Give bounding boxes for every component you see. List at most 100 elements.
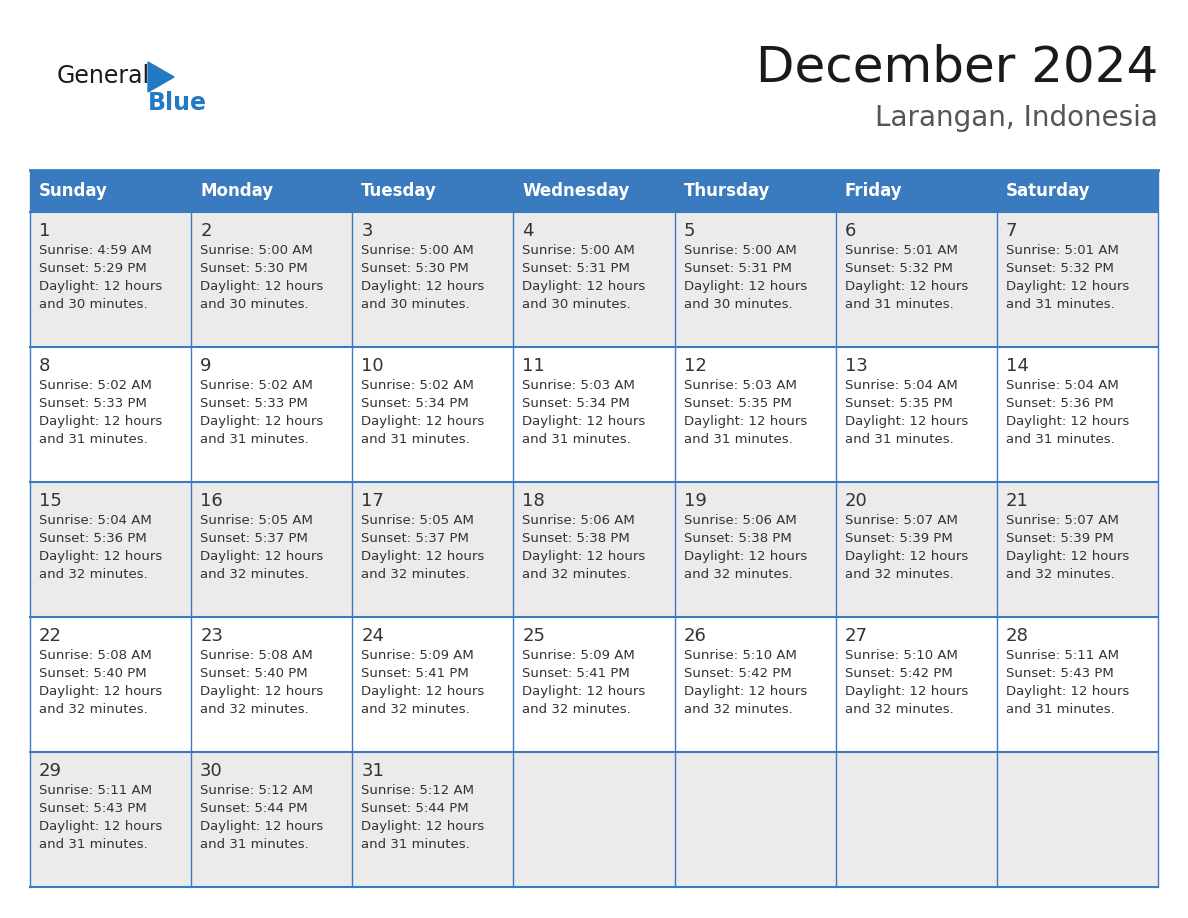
Text: Sunrise: 5:00 AM: Sunrise: 5:00 AM	[683, 244, 796, 257]
Text: 28: 28	[1006, 627, 1029, 645]
Text: Daylight: 12 hours: Daylight: 12 hours	[39, 550, 163, 563]
Text: Sunrise: 5:07 AM: Sunrise: 5:07 AM	[1006, 514, 1119, 527]
Text: Sunset: 5:35 PM: Sunset: 5:35 PM	[845, 397, 953, 410]
Bar	[675, 212, 835, 347]
Bar	[835, 482, 997, 617]
Text: Daylight: 12 hours: Daylight: 12 hours	[523, 685, 646, 698]
Text: 13: 13	[845, 357, 867, 375]
Text: Daylight: 12 hours: Daylight: 12 hours	[39, 820, 163, 833]
Text: Sunset: 5:29 PM: Sunset: 5:29 PM	[39, 262, 147, 275]
Text: Daylight: 12 hours: Daylight: 12 hours	[1006, 685, 1129, 698]
Text: Sunset: 5:32 PM: Sunset: 5:32 PM	[845, 262, 953, 275]
Text: Sunrise: 5:12 AM: Sunrise: 5:12 AM	[200, 784, 314, 797]
Text: Saturday: Saturday	[1006, 182, 1091, 200]
Text: and 31 minutes.: and 31 minutes.	[845, 433, 954, 446]
Text: Sunset: 5:34 PM: Sunset: 5:34 PM	[523, 397, 630, 410]
Text: 14: 14	[1006, 357, 1029, 375]
Text: Sunrise: 5:05 AM: Sunrise: 5:05 AM	[361, 514, 474, 527]
Bar	[835, 170, 997, 212]
Text: Sunday: Sunday	[39, 182, 108, 200]
Bar	[191, 347, 353, 482]
Text: Sunrise: 5:00 AM: Sunrise: 5:00 AM	[523, 244, 636, 257]
Text: 11: 11	[523, 357, 545, 375]
Text: 26: 26	[683, 627, 707, 645]
Text: and 31 minutes.: and 31 minutes.	[200, 838, 309, 851]
Bar	[191, 752, 353, 887]
Text: Sunset: 5:43 PM: Sunset: 5:43 PM	[1006, 667, 1113, 680]
Text: and 31 minutes.: and 31 minutes.	[1006, 433, 1114, 446]
Text: 15: 15	[39, 492, 62, 510]
Bar	[30, 752, 191, 887]
Bar	[30, 212, 191, 347]
Text: Sunset: 5:38 PM: Sunset: 5:38 PM	[523, 532, 630, 545]
Text: General: General	[57, 64, 150, 88]
Text: 21: 21	[1006, 492, 1029, 510]
Bar	[675, 347, 835, 482]
Bar	[675, 170, 835, 212]
Text: Sunrise: 5:07 AM: Sunrise: 5:07 AM	[845, 514, 958, 527]
Text: Daylight: 12 hours: Daylight: 12 hours	[361, 685, 485, 698]
Text: 12: 12	[683, 357, 707, 375]
Bar	[513, 617, 675, 752]
Bar	[191, 170, 353, 212]
Bar	[353, 170, 513, 212]
Text: and 32 minutes.: and 32 minutes.	[361, 568, 470, 581]
Text: Sunset: 5:39 PM: Sunset: 5:39 PM	[1006, 532, 1113, 545]
Text: Daylight: 12 hours: Daylight: 12 hours	[39, 685, 163, 698]
Bar	[997, 617, 1158, 752]
Bar	[353, 212, 513, 347]
Text: 7: 7	[1006, 222, 1017, 240]
Bar	[997, 170, 1158, 212]
Bar	[675, 482, 835, 617]
Bar	[835, 212, 997, 347]
Text: Sunrise: 5:01 AM: Sunrise: 5:01 AM	[1006, 244, 1119, 257]
Text: 1: 1	[39, 222, 50, 240]
Text: Sunrise: 5:03 AM: Sunrise: 5:03 AM	[683, 379, 796, 392]
Text: 8: 8	[39, 357, 50, 375]
Bar	[513, 752, 675, 887]
Text: Daylight: 12 hours: Daylight: 12 hours	[361, 550, 485, 563]
Bar	[835, 617, 997, 752]
Text: 2: 2	[200, 222, 211, 240]
Text: Sunset: 5:37 PM: Sunset: 5:37 PM	[200, 532, 308, 545]
Text: Sunrise: 5:01 AM: Sunrise: 5:01 AM	[845, 244, 958, 257]
Text: 20: 20	[845, 492, 867, 510]
Text: Daylight: 12 hours: Daylight: 12 hours	[845, 550, 968, 563]
Polygon shape	[148, 62, 173, 92]
Text: Sunrise: 5:03 AM: Sunrise: 5:03 AM	[523, 379, 636, 392]
Text: Daylight: 12 hours: Daylight: 12 hours	[683, 685, 807, 698]
Text: Sunrise: 5:02 AM: Sunrise: 5:02 AM	[361, 379, 474, 392]
Bar	[30, 347, 191, 482]
Text: Sunrise: 5:11 AM: Sunrise: 5:11 AM	[1006, 649, 1119, 662]
Text: Sunrise: 5:11 AM: Sunrise: 5:11 AM	[39, 784, 152, 797]
Text: Sunset: 5:42 PM: Sunset: 5:42 PM	[845, 667, 953, 680]
Text: Sunset: 5:40 PM: Sunset: 5:40 PM	[39, 667, 146, 680]
Bar	[997, 347, 1158, 482]
Text: Sunset: 5:42 PM: Sunset: 5:42 PM	[683, 667, 791, 680]
Bar	[835, 752, 997, 887]
Text: Sunrise: 5:10 AM: Sunrise: 5:10 AM	[845, 649, 958, 662]
Text: Sunset: 5:44 PM: Sunset: 5:44 PM	[200, 802, 308, 815]
Text: 25: 25	[523, 627, 545, 645]
Text: and 31 minutes.: and 31 minutes.	[1006, 298, 1114, 311]
Text: Sunset: 5:39 PM: Sunset: 5:39 PM	[845, 532, 953, 545]
Text: Sunrise: 5:04 AM: Sunrise: 5:04 AM	[845, 379, 958, 392]
Text: Daylight: 12 hours: Daylight: 12 hours	[683, 280, 807, 293]
Text: Sunset: 5:32 PM: Sunset: 5:32 PM	[1006, 262, 1113, 275]
Text: Daylight: 12 hours: Daylight: 12 hours	[39, 415, 163, 428]
Text: Daylight: 12 hours: Daylight: 12 hours	[523, 550, 646, 563]
Text: Sunrise: 5:04 AM: Sunrise: 5:04 AM	[1006, 379, 1119, 392]
Text: Sunrise: 5:09 AM: Sunrise: 5:09 AM	[361, 649, 474, 662]
Text: and 32 minutes.: and 32 minutes.	[523, 568, 631, 581]
Text: 3: 3	[361, 222, 373, 240]
Text: Sunrise: 5:02 AM: Sunrise: 5:02 AM	[39, 379, 152, 392]
Text: Sunrise: 5:08 AM: Sunrise: 5:08 AM	[200, 649, 312, 662]
Text: Sunset: 5:31 PM: Sunset: 5:31 PM	[683, 262, 791, 275]
Text: Daylight: 12 hours: Daylight: 12 hours	[200, 415, 323, 428]
Text: and 32 minutes.: and 32 minutes.	[523, 703, 631, 716]
Text: 10: 10	[361, 357, 384, 375]
Text: Sunset: 5:44 PM: Sunset: 5:44 PM	[361, 802, 469, 815]
Text: Sunset: 5:35 PM: Sunset: 5:35 PM	[683, 397, 791, 410]
Text: Daylight: 12 hours: Daylight: 12 hours	[361, 415, 485, 428]
Bar	[835, 347, 997, 482]
